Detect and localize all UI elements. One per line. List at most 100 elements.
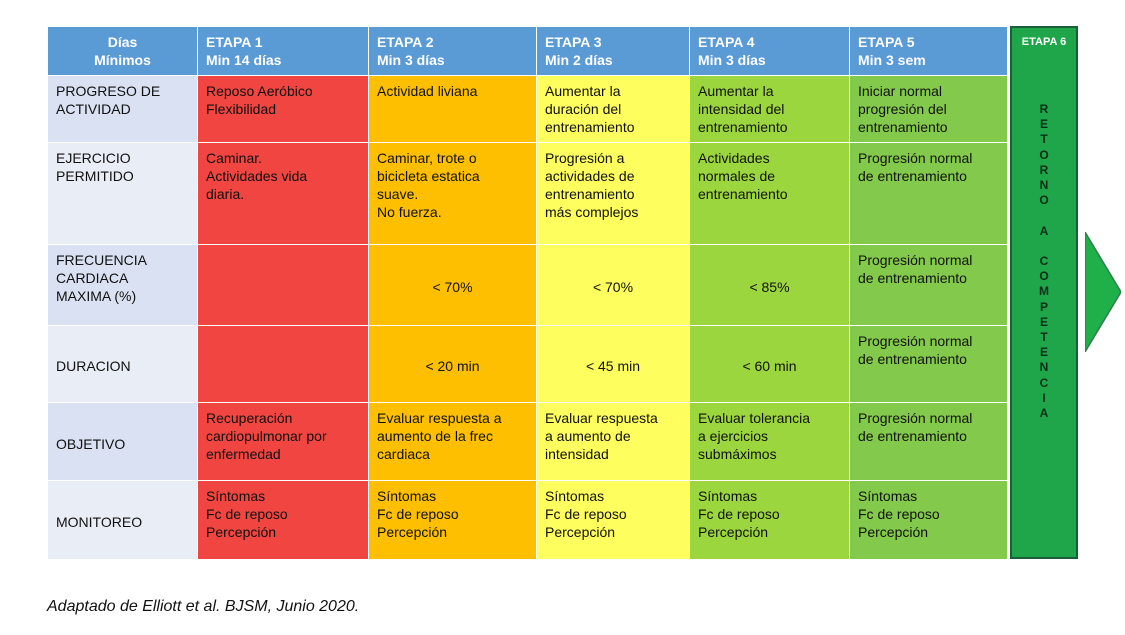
stage-6-letter: O	[1039, 147, 1049, 162]
cell-stage-3: Evaluar respuesta a aumento de intensidad	[536, 401, 690, 482]
cell-line: duración del	[545, 101, 622, 117]
stage-name: ETAPA 2	[377, 34, 434, 50]
stage-6-letter: A	[1039, 223, 1049, 238]
cell-line: actividades de	[545, 168, 635, 185]
cell-line: Fc de reposo	[377, 506, 459, 523]
cell-line: Caminar, trote o	[377, 150, 477, 167]
stage-duration: Min 3 sem	[858, 52, 926, 68]
row-label: PROGRESO DE ACTIVIDAD	[47, 74, 198, 144]
stage-6-letter	[1012, 239, 1076, 254]
stage-6-letter: N	[1039, 360, 1049, 375]
cell-line: entrenamiento	[545, 119, 635, 135]
stage-6-letter: M	[1039, 284, 1049, 299]
row-label: MONITOREO	[47, 480, 198, 560]
row-label-line: DURACION	[56, 358, 131, 374]
cell-stage-5: Progresión normal de entrenamiento	[849, 243, 1008, 327]
cell-line: Caminar.	[206, 150, 263, 167]
caption: Adaptado de Elliott et al. BJSM, Junio 2…	[47, 598, 360, 615]
stage-6-title: ETAPA 6	[1021, 36, 1067, 48]
table-row-ejercicio: EJERCICIO PERMITIDO Caminar. Actividades v…	[47, 142, 1008, 245]
stage-6-letter: N	[1039, 178, 1049, 193]
stage-6-letter: R	[1039, 102, 1049, 116]
cell-stage-2: Caminar, trote o bicicleta estatica suave.…	[368, 142, 537, 245]
row-label: OBJETIVO	[47, 401, 198, 482]
cell-line: entrenamiento	[545, 186, 635, 203]
row-label-line: MONITOREO	[56, 514, 143, 531]
cell-line: Fc de reposo	[858, 506, 940, 523]
cell-line: Percepción	[377, 524, 448, 541]
cell-line: Percepción	[206, 524, 277, 541]
row-label-line: EJERCICIO	[56, 150, 131, 167]
cell-line: cardiaca	[377, 445, 430, 462]
cell-stage-1	[197, 243, 369, 327]
header-stage-4: ETAPA 4 Min 3 días	[689, 26, 850, 76]
cell-line: Evaluar tolerancia	[698, 409, 811, 426]
header-row: Días Mínimos ETAPA 1 Min 14 días ETAPA 2 M…	[47, 26, 1008, 76]
cell-stage-2: Actividad liviana	[368, 74, 537, 144]
row-label-line: CARDIACA	[56, 269, 129, 286]
cell-line: Progresión normal	[858, 251, 973, 268]
stage-6-letter: R	[1039, 162, 1049, 177]
cell-stage-5: Iniciar normal progresión del entrenamient…	[849, 74, 1008, 144]
header-days-min: Días Mínimos	[47, 26, 198, 76]
cell-stage-5: Progresión normal de entrenamiento	[849, 401, 1008, 482]
cell-stage-1	[197, 325, 369, 403]
cell-line: intensidad	[545, 445, 609, 462]
header-stage-3: ETAPA 3 Min 2 días	[536, 26, 690, 76]
cell-line: Percepción	[545, 524, 616, 541]
stage-6-letter: E	[1039, 314, 1048, 329]
cell-line: de entrenamiento	[858, 269, 967, 286]
cell-line: enfermedad	[206, 445, 281, 462]
cell-line: < 45 min	[585, 358, 641, 374]
cell-stage-5: Progresión normal de entrenamiento	[849, 325, 1008, 403]
stage-name: ETAPA 1	[206, 34, 263, 50]
cell-line: Progresión a	[545, 150, 625, 167]
cell-line: bicicleta estatica	[377, 168, 480, 185]
cell-line: entrenamiento	[698, 186, 788, 203]
cell-line: cardiopulmonar por	[206, 427, 327, 444]
stage-duration: Min 2 días	[545, 52, 613, 68]
cell-stage-2: Síntomas Fc de reposo Percepción	[368, 480, 537, 560]
cell-line: submáximos	[698, 445, 777, 462]
cell-line: Aumentar la	[545, 83, 621, 99]
table-row-duracion: DURACION < 20 min < 45 min < 60 min Prog…	[47, 325, 1008, 403]
cell-line: Flexibilidad	[206, 101, 277, 117]
cell-line: No fuerza.	[377, 204, 442, 221]
cell-stage-1: Reposo Aeróbico Flexibilidad	[197, 74, 369, 144]
cell-stage-2: < 20 min	[368, 325, 537, 403]
cell-line: Percepción	[698, 524, 769, 541]
header-min-label: Mínimos	[94, 52, 151, 68]
cell-stage-4: Síntomas Fc de reposo Percepción	[689, 480, 850, 560]
stage-duration: Min 14 días	[206, 52, 282, 68]
cell-line: Síntomas	[698, 488, 758, 505]
stage-6-letter: C	[1039, 375, 1049, 390]
stage-duration: Min 3 días	[698, 52, 766, 68]
stage-6-letter: A	[1039, 406, 1049, 421]
cell-line: Fc de reposo	[545, 506, 627, 523]
cell-line: Progresión normal	[858, 409, 973, 426]
cell-line: Evaluar respuesta a	[377, 409, 502, 426]
cell-line: Reposo Aeróbico	[206, 83, 313, 99]
cell-line: entrenamiento	[858, 119, 948, 135]
arrow-head	[1085, 232, 1121, 352]
cell-line: aumento de la frec	[377, 427, 493, 444]
cell-line: Síntomas	[545, 488, 605, 505]
cell-line: < 70%	[432, 278, 473, 295]
cell-line: Iniciar normal	[858, 83, 943, 99]
return-to-sport-table: Días Mínimos ETAPA 1 Min 14 días ETAPA 2 M…	[47, 26, 1008, 560]
cell-stage-3: Aumentar la duración del entrenamiento	[536, 74, 690, 144]
cell-line: < 60 min	[742, 358, 797, 374]
table-row-monitoreo: MONITOREO Síntomas Fc de reposo Percepción…	[47, 480, 1008, 560]
cell-stage-5: Síntomas Fc de reposo Percepción	[849, 480, 1008, 560]
row-label-line: OBJETIVO	[56, 435, 126, 452]
stage-6-letter: C	[1039, 254, 1049, 269]
cell-line: normales de	[698, 168, 776, 185]
cell-stage-1: Caminar. Actividades vida diaria.	[197, 142, 369, 245]
row-label-line: MAXIMA (%)	[56, 287, 137, 304]
cell-line: Fc de reposo	[206, 506, 288, 523]
cell-line: de entrenamiento	[858, 351, 967, 368]
cell-line: Fc de reposo	[698, 506, 780, 523]
cell-line: Actividades	[698, 150, 770, 167]
